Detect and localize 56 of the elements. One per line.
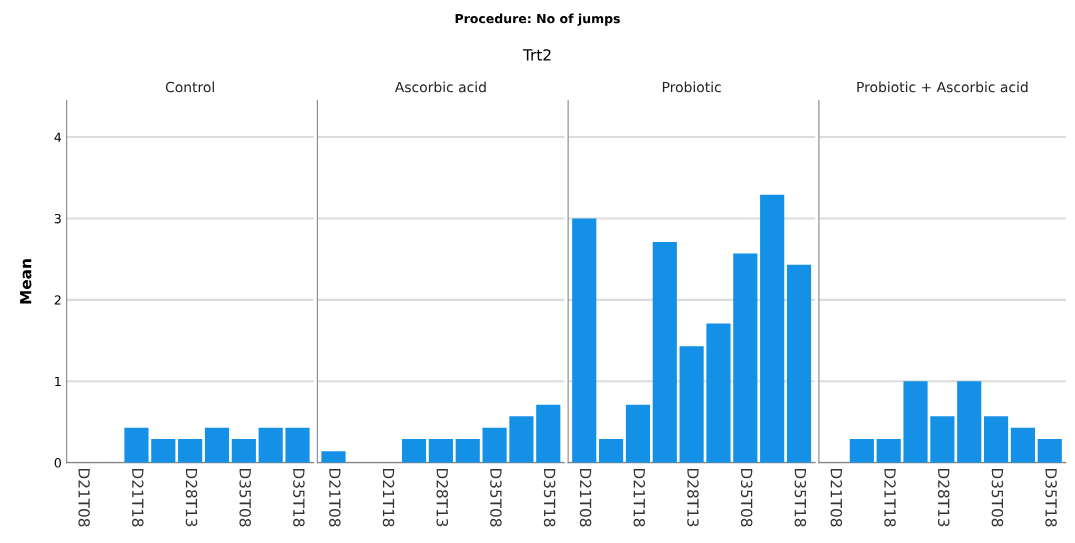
chart-title: Probiotic + Ascorbic acid [857,81,1028,93]
bar [903,381,928,463]
bar [455,439,480,463]
text: Trt2 [522,49,551,61]
bar [482,427,507,463]
y-tick-label: 3 [54,213,61,224]
x-tick-label: D21T18 [884,469,896,527]
x-tick-label: D35T08 [490,469,502,527]
bar [536,404,561,463]
x-tick-label: D35T18 [1045,469,1057,527]
bar [428,439,453,463]
x-tick-label: D28T13 [185,469,198,527]
bar [876,439,901,463]
y-tick-label: 0 [54,458,61,468]
x-tick-label: D35T18 [794,469,807,527]
bar [983,416,1009,463]
bar [1010,427,1035,463]
x-tick-label: D21T18 [132,469,144,527]
x-tick-label: D21T18 [633,469,646,527]
bar [625,404,651,463]
y-tick-label: 4 [54,132,62,142]
bar [930,416,955,463]
text: Procedure: No of jumps [455,13,620,26]
x-tick-label: D35T18 [293,469,305,527]
x-tick-label: D21T08 [830,469,843,527]
y-axis-title: Mean [20,259,32,304]
x-tick-label: D21T08 [579,469,592,527]
bar [509,416,534,463]
x-tick-label: D35T08 [239,469,251,527]
x-tick-label: D35T18 [543,469,556,527]
x-tick-label: D28T13 [436,469,449,527]
x-tick-label: D28T13 [937,469,950,527]
bar [572,218,597,463]
bar [321,451,346,463]
y-tick-label: 2 [54,295,61,305]
x-tick-label: D35T08 [991,469,1004,527]
bar [706,323,731,463]
x-tick-label: D28T13 [687,469,699,527]
x-tick-label: D21T08 [329,469,341,527]
y-tick-label: 1 [55,376,61,386]
bar [957,381,982,463]
bar [786,264,812,463]
bar [652,242,677,463]
bar [401,439,427,463]
chart-title: Control [165,81,214,93]
x-tick-label: D21T18 [382,469,395,527]
bar [760,194,785,463]
bar [679,346,704,463]
x-tick-label: D21T08 [78,469,90,527]
chart-title: Probiotic [662,81,721,93]
bar [849,439,874,463]
bar [733,253,758,463]
x-tick-label: D35T08 [740,469,753,527]
chart-title: Ascorbic acid [394,81,486,93]
bar [1037,439,1062,463]
bar [599,439,624,463]
